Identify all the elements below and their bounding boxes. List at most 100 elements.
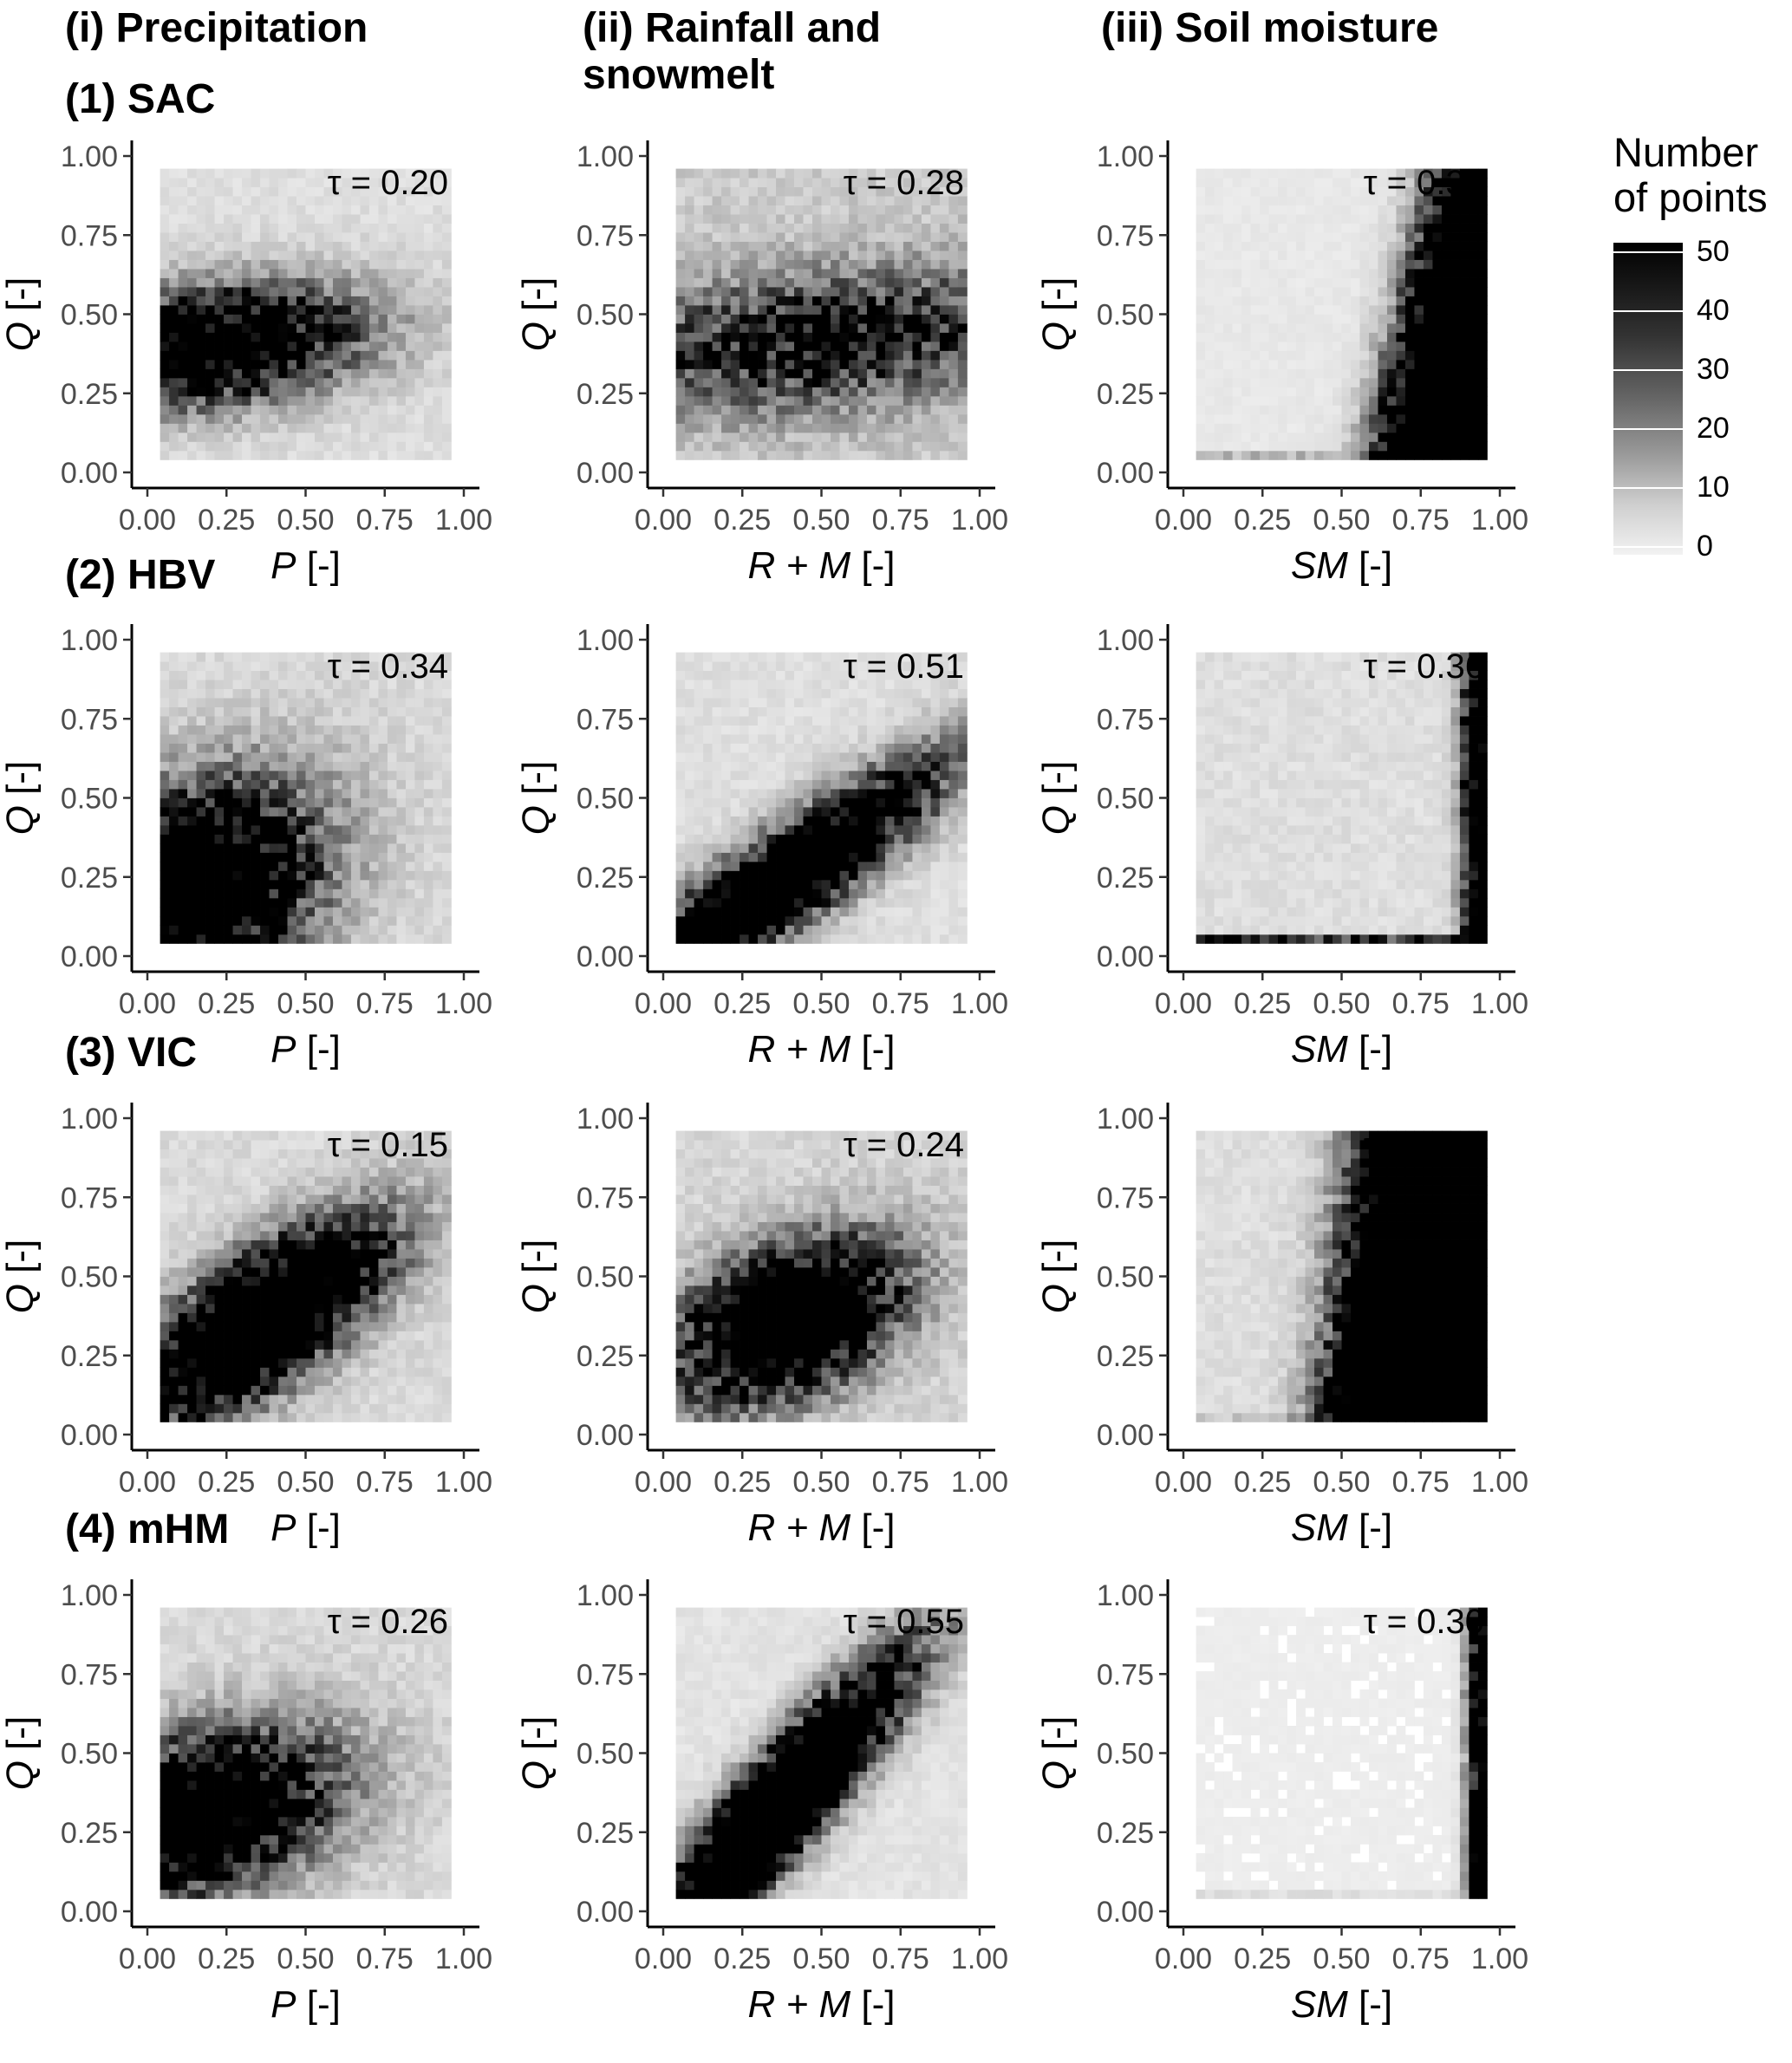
heatmap-cell	[776, 378, 785, 387]
heatmap-cell	[885, 726, 895, 735]
heatmap-cell	[315, 762, 324, 771]
heatmap-cell	[270, 242, 279, 251]
heatmap-cell	[351, 752, 361, 762]
heatmap-cell	[831, 680, 840, 689]
heatmap-cell	[849, 843, 858, 853]
heatmap-cell	[296, 689, 306, 699]
y-axis-variable: Q	[515, 322, 557, 351]
heatmap-cell	[260, 780, 270, 790]
heatmap-cell	[740, 187, 749, 197]
heatmap-cell	[1359, 396, 1369, 406]
heatmap-cell	[867, 734, 876, 744]
heatmap-cell	[1359, 232, 1369, 242]
heatmap-cell	[867, 726, 876, 735]
heatmap-cell	[1424, 232, 1433, 242]
heatmap-cell	[740, 680, 749, 689]
heatmap-cell	[822, 852, 831, 862]
heatmap-cell	[1205, 433, 1215, 442]
heatmap-cell	[685, 771, 694, 780]
heatmap-cell	[1324, 350, 1333, 360]
heatmap-cell	[731, 205, 740, 215]
heatmap-cell	[676, 414, 686, 424]
heatmap-cell	[694, 852, 704, 862]
heatmap-cell	[831, 350, 840, 360]
heatmap-cell	[414, 843, 424, 853]
heatmap-cell	[288, 315, 297, 324]
heatmap-cell	[360, 843, 369, 853]
heatmap-cell	[685, 825, 694, 835]
heatmap-cell	[1296, 342, 1306, 351]
heatmap-cell	[703, 269, 713, 278]
heatmap-cell	[1223, 296, 1233, 306]
heatmap-cell	[721, 661, 731, 671]
heatmap-cell	[776, 925, 785, 934]
heatmap-cell	[767, 187, 777, 197]
heatmap-cell	[333, 214, 342, 224]
heatmap-cell	[270, 698, 279, 707]
heatmap-cell	[785, 405, 795, 414]
heatmap-cell	[903, 205, 913, 215]
heatmap-cell	[1442, 360, 1451, 369]
heatmap-cell	[867, 698, 876, 707]
heatmap-cell	[315, 707, 324, 717]
heatmap-cell	[242, 278, 251, 288]
heatmap-cell	[414, 269, 424, 278]
heatmap-cell	[270, 278, 279, 288]
heatmap-cell	[251, 716, 261, 726]
heatmap-cell	[740, 816, 749, 825]
heatmap-cell	[1296, 368, 1306, 378]
heatmap-cell	[378, 789, 388, 798]
heatmap-cell	[179, 205, 188, 215]
heatmap-cell	[1359, 251, 1369, 260]
heatmap-cell	[1478, 433, 1488, 442]
heatmap-cell	[849, 232, 858, 242]
heatmap-cell	[1233, 305, 1242, 315]
heatmap-cell	[424, 752, 433, 762]
heatmap-cell	[414, 451, 424, 460]
heatmap-cell	[930, 205, 940, 215]
heatmap-cell	[1469, 232, 1478, 242]
heatmap-cell	[187, 224, 197, 233]
heatmap-cell	[342, 368, 351, 378]
heatmap-cell	[1424, 433, 1433, 442]
heatmap-cell	[758, 852, 767, 862]
heatmap-cell	[876, 269, 885, 278]
heatmap-cell	[1378, 342, 1387, 351]
heatmap-cell	[958, 368, 968, 378]
heatmap-cell	[731, 323, 740, 333]
heatmap-cell	[940, 387, 949, 396]
heatmap-cell	[740, 387, 749, 396]
heatmap-cell	[685, 196, 694, 205]
heatmap-cell	[224, 296, 233, 306]
heatmap-cell	[396, 825, 406, 835]
heatmap-cell	[323, 332, 333, 342]
heatmap-cell	[442, 825, 452, 835]
heatmap-cell	[876, 880, 885, 889]
heatmap-cell	[713, 888, 722, 898]
heatmap-cell	[296, 368, 306, 378]
heatmap-cell	[205, 771, 215, 780]
heatmap-cell	[703, 934, 713, 944]
heatmap-cell	[233, 423, 243, 433]
heatmap-cell	[270, 852, 279, 862]
heatmap-cell	[414, 752, 424, 762]
heatmap-cell	[776, 387, 785, 396]
heatmap-cell	[776, 423, 785, 433]
heatmap-cell	[1359, 433, 1369, 442]
heatmap-cell	[224, 870, 233, 880]
heatmap-cell	[676, 653, 686, 662]
heatmap-cell	[315, 807, 324, 817]
heatmap-cell	[1478, 350, 1488, 360]
heatmap-cell	[205, 798, 215, 808]
heatmap-cell	[749, 305, 759, 315]
heatmap-cell	[1378, 278, 1387, 288]
heatmap-cell	[948, 214, 958, 224]
heatmap-cell	[785, 169, 795, 179]
heatmap-cell	[713, 387, 722, 396]
heatmap-cell	[1223, 441, 1233, 451]
heatmap-cell	[1287, 214, 1297, 224]
heatmap-cell	[1442, 260, 1451, 270]
y-axis-unit: [-]	[0, 277, 42, 322]
heatmap-cell	[839, 260, 849, 270]
heatmap-cell	[776, 916, 785, 926]
